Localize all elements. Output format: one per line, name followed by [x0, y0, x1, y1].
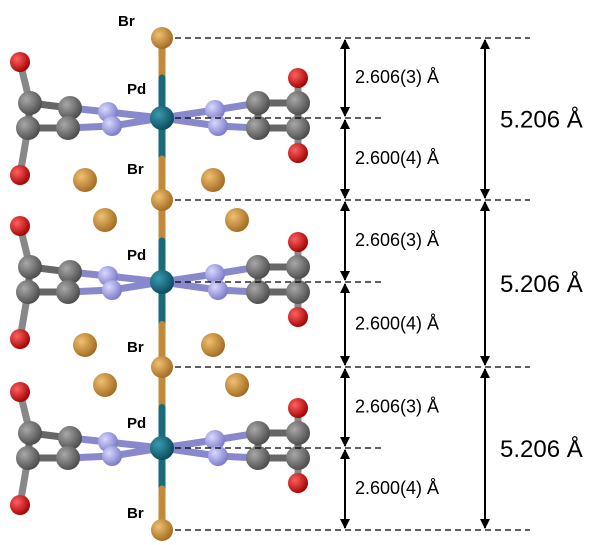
atom: [208, 116, 228, 136]
atom: [246, 91, 270, 115]
atom: [10, 165, 30, 185]
distance-label: 2.606(3) Å: [355, 230, 439, 250]
distance-label: 2.600(4) Å: [355, 313, 439, 333]
atom: [73, 168, 97, 192]
atom-label: Pd: [127, 415, 146, 432]
atom: [201, 168, 225, 192]
atom: [10, 329, 30, 349]
atom: [10, 382, 30, 402]
atom: [246, 421, 270, 445]
atom: [288, 398, 308, 418]
atom: [288, 473, 308, 493]
atom: [16, 280, 40, 304]
atom: [56, 116, 80, 140]
atom: [286, 91, 310, 115]
atom: [286, 255, 310, 279]
distance-label: 2.600(4) Å: [355, 478, 439, 498]
atom: [10, 52, 30, 72]
atom: [73, 333, 97, 357]
atom: [150, 270, 174, 294]
atom: [286, 446, 310, 470]
atom: [288, 232, 308, 252]
atom: [201, 333, 225, 357]
atom: [288, 68, 308, 88]
atom: [246, 116, 270, 140]
total-distance-label: 5.206 Å: [500, 270, 583, 298]
atom: [18, 421, 42, 445]
atom: [56, 280, 80, 304]
atom: [208, 446, 228, 466]
atom-label: Pd: [127, 247, 146, 264]
atom: [16, 116, 40, 140]
atom: [225, 373, 249, 397]
atom: [288, 307, 308, 327]
atom: [102, 116, 122, 136]
atom: [225, 208, 249, 232]
atom: [151, 356, 173, 378]
atom: [10, 495, 30, 515]
atom: [288, 143, 308, 163]
atom: [93, 208, 117, 232]
atom: [286, 280, 310, 304]
atom: [10, 216, 30, 236]
atom: [246, 446, 270, 470]
figure: Br Pd Br Pd Br Pd Br 2.606(3) Å 2.600(4) Å 5.206 …: [0, 0, 606, 545]
atom-label: Br: [127, 161, 144, 178]
distance-label: 2.600(4) Å: [355, 148, 439, 168]
atom: [150, 436, 174, 460]
atom: [151, 519, 173, 541]
atom: [102, 280, 122, 300]
atom: [246, 255, 270, 279]
atom: [150, 106, 174, 130]
atom: [151, 189, 173, 211]
atom-label: Br: [127, 505, 144, 522]
distance-label: 2.606(3) Å: [355, 67, 439, 87]
atom: [18, 91, 42, 115]
atom-label: Br: [118, 13, 135, 30]
molecule: [10, 27, 310, 541]
total-distance-label: 5.206 Å: [500, 435, 583, 463]
atom: [102, 446, 122, 466]
total-distance-label: 5.206 Å: [500, 105, 583, 133]
atom: [16, 446, 40, 470]
atom: [286, 116, 310, 140]
atom: [246, 280, 270, 304]
atom: [208, 280, 228, 300]
atom: [151, 27, 173, 49]
atom: [286, 421, 310, 445]
atom: [18, 255, 42, 279]
atom: [56, 446, 80, 470]
atom-label: Pd: [127, 81, 146, 98]
distance-label: 2.606(3) Å: [355, 396, 439, 416]
atom: [93, 373, 117, 397]
atom-label: Br: [127, 339, 144, 356]
